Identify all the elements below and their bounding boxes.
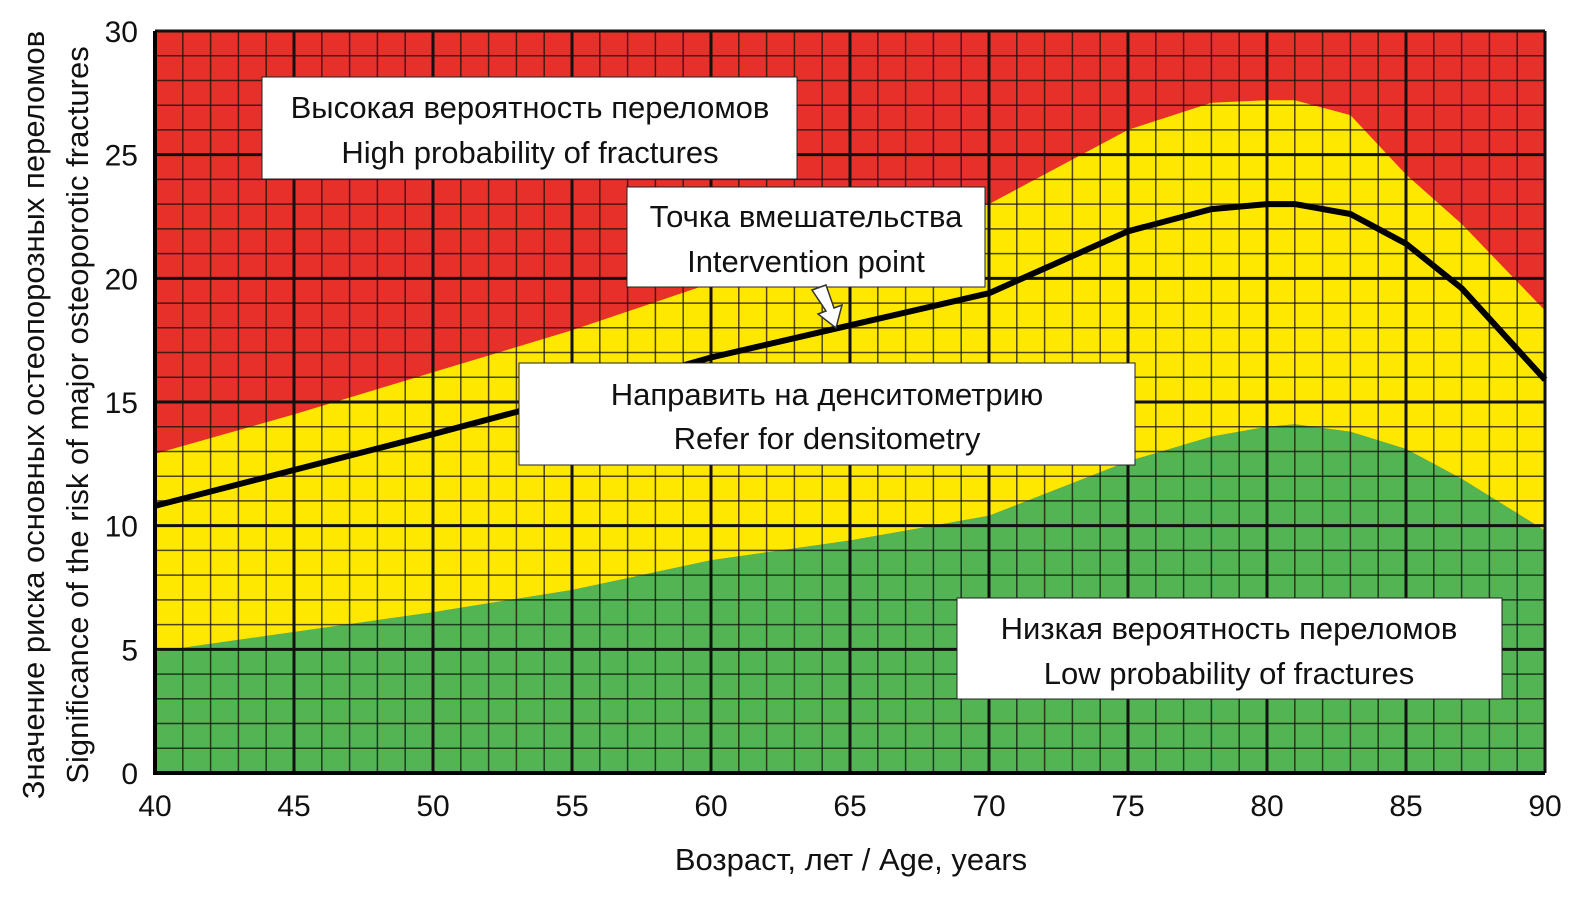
x-tick-label: 75: [1111, 790, 1144, 823]
x-tick-label: 60: [694, 790, 727, 823]
axes: [153, 31, 1545, 775]
y-tick-label: 10: [105, 511, 138, 544]
y-tick-label: 5: [121, 634, 138, 667]
annotation-intervention-ru: Точка вмешательства: [650, 199, 964, 234]
annotation-high: Высокая вероятность переломов High proba…: [261, 76, 798, 180]
x-tick-label: 40: [138, 790, 171, 823]
x-tick-label: 85: [1389, 790, 1422, 823]
annotation-low-ru: Низкая вероятность переломов: [1001, 611, 1458, 646]
y-tick-label: 15: [105, 387, 138, 420]
y-tick-label: 20: [105, 263, 138, 296]
y-axis-title-ru: Значение риска основных остеопорозных пе…: [16, 31, 51, 799]
annotation-refer-ru: Направить на денситометрию: [611, 377, 1044, 412]
x-tick-label: 50: [416, 790, 449, 823]
annotation-low: Низкая вероятность переломов Low probabi…: [956, 597, 1503, 700]
x-tick-label: 55: [555, 790, 588, 823]
annotation-high-en: High probability of fractures: [341, 135, 718, 170]
x-tick-label: 90: [1528, 790, 1561, 823]
intervention-line: [154, 201, 1548, 509]
annotation-refer-en: Refer for densitometry: [674, 421, 981, 456]
x-tick-label: 70: [972, 790, 1005, 823]
x-tick-label: 80: [1250, 790, 1283, 823]
x-tick-label: 45: [277, 790, 310, 823]
annotation-high-ru: Высокая вероятность переломов: [291, 90, 770, 125]
y-tick-label: 30: [105, 16, 138, 49]
y-tick-labels: 0 5 10 15 20 25 30: [105, 16, 138, 791]
annotation-intervention: Точка вмешательства Intervention point: [626, 186, 986, 288]
annotation-intervention-en: Intervention point: [687, 244, 925, 279]
arrow-icon: [810, 284, 844, 330]
y-axis-title-en: Significance of the risk of major osteop…: [60, 46, 95, 783]
annotation-low-en: Low probability of fractures: [1044, 656, 1414, 691]
x-tick-labels: 40 45 50 55 60 65 70 75 80 85 90: [138, 790, 1561, 823]
y-tick-label: 0: [121, 758, 138, 791]
annotation-refer: Направить на денситометрию Refer for den…: [518, 362, 1136, 466]
x-axis-title: Возраст, лет / Age, years: [675, 842, 1027, 877]
x-tick-label: 65: [833, 790, 866, 823]
y-tick-label: 25: [105, 140, 138, 173]
